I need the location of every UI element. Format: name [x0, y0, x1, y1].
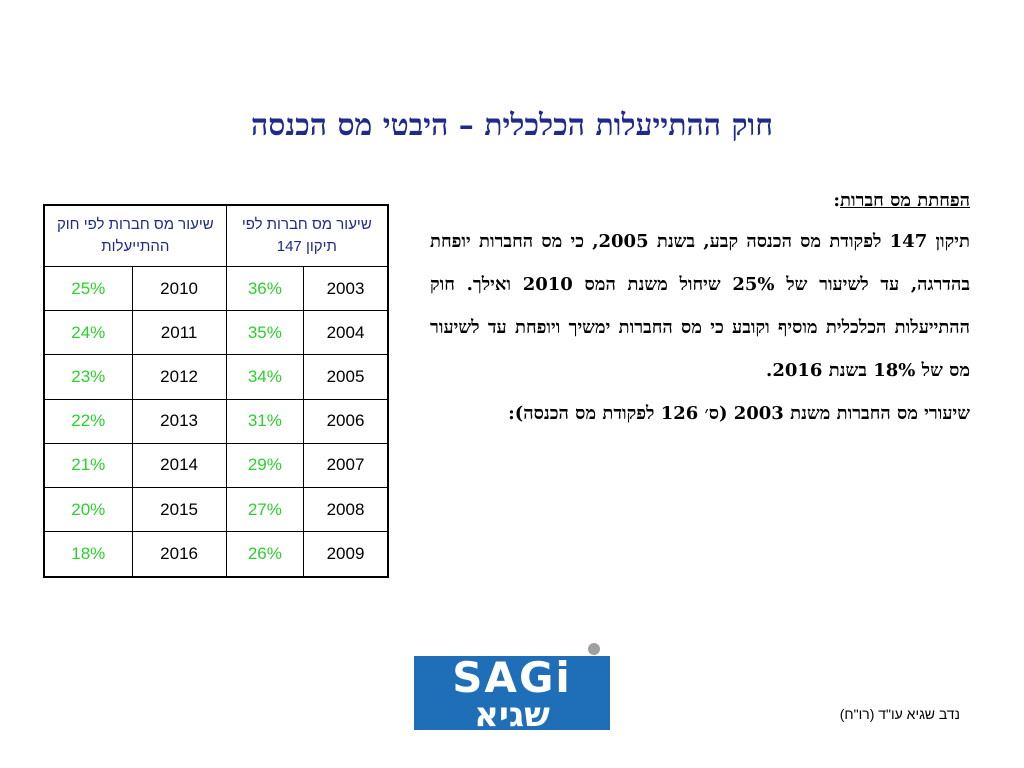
rate-cell-efficiency: 20%: [43, 487, 133, 533]
rate-cell-efficiency: 22%: [43, 398, 133, 444]
logo-band: [414, 656, 610, 730]
table-row: 2008 27% 2015 20%: [43, 487, 389, 533]
rate-cell-efficiency: 24%: [43, 310, 133, 356]
year-cell-efficiency: 2011: [131, 310, 227, 356]
section-heading-colon: :: [833, 190, 841, 211]
slide-title: חוק ההתייעלות הכלכלית – היבטי מס הכנסה: [251, 108, 773, 143]
table-body: 2003 36% 2010 25% 2004 35% 2011 24% 2005 34% 2012 2…: [43, 265, 389, 578]
table-header-row: שיעור מס חברות לפי תיקון 147 שיעור מס חב…: [43, 204, 389, 267]
year-cell-efficiency: 2012: [131, 354, 227, 400]
table-row: 2009 26% 2016 18%: [43, 531, 389, 578]
paragraph-2: שיעורי מס החברות משנת 2003 (ס׳ 126 לפקוד…: [508, 403, 970, 424]
year-cell-amendment: 2008: [303, 487, 389, 533]
footer-author: נדב שגיא עו"ד (רו"ח): [839, 706, 960, 722]
rate-cell-amendment: 26%: [225, 531, 305, 578]
rate-cell-amendment: 27%: [225, 487, 305, 533]
rate-cell-efficiency: 23%: [43, 354, 133, 400]
year-cell-efficiency: 2010: [131, 265, 227, 312]
year-cell-efficiency: 2014: [131, 442, 227, 489]
rate-cell-amendment: 36%: [225, 265, 305, 312]
body-text: הפחתת מס חברות: תיקון 147 לפקודת מס הכנס…: [430, 182, 970, 435]
sagi-logo: SAGi שגיא: [414, 643, 610, 730]
year-cell-amendment: 2005: [303, 354, 389, 400]
corporate-tax-rates-table: שיעור מס חברות לפי תיקון 147 שיעור מס חב…: [43, 204, 389, 578]
logo-hebrew-text: שגיא: [474, 695, 550, 730]
year-cell-amendment: 2009: [303, 531, 389, 578]
section-heading: הפחתת מס חברות:: [430, 182, 970, 220]
header-amendment-147: שיעור מס חברות לפי תיקון 147: [225, 204, 389, 267]
rate-cell-amendment: 29%: [225, 442, 305, 489]
year-cell-amendment: 2003: [303, 265, 389, 312]
header-efficiency-law: שיעור מס חברות לפי חוק ההתייעלות: [43, 204, 227, 267]
table-row: 2004 35% 2011 24%: [43, 310, 389, 356]
table-row: 2005 34% 2012 23%: [43, 354, 389, 400]
year-cell-amendment: 2006: [303, 398, 389, 444]
rate-cell-efficiency: 25%: [43, 265, 133, 312]
table-row: 2007 29% 2014 21%: [43, 442, 389, 489]
year-cell-amendment: 2007: [303, 442, 389, 489]
year-cell-efficiency: 2016: [131, 531, 227, 578]
year-cell-efficiency: 2015: [131, 487, 227, 533]
table-row: 2006 31% 2013 22%: [43, 398, 389, 444]
section-heading-text: הפחתת מס חברות: [840, 190, 970, 211]
paragraph-1: תיקון 147 לפקודת מס הכנסה קבע, בשנת 2005…: [430, 231, 970, 381]
rate-cell-amendment: 34%: [225, 354, 305, 400]
table-row: 2003 36% 2010 25%: [43, 265, 389, 312]
rate-cell-efficiency: 18%: [43, 531, 133, 578]
logo-dot: [588, 643, 600, 655]
rate-cell-amendment: 35%: [225, 310, 305, 356]
rate-cell-efficiency: 21%: [43, 442, 133, 489]
year-cell-amendment: 2004: [303, 310, 389, 356]
logo-latin-text: SAGi: [452, 653, 572, 702]
rate-cell-amendment: 31%: [225, 398, 305, 444]
year-cell-efficiency: 2013: [131, 398, 227, 444]
rates-table-wrapper: שיעור מס חברות לפי תיקון 147 שיעור מס חב…: [43, 204, 389, 578]
